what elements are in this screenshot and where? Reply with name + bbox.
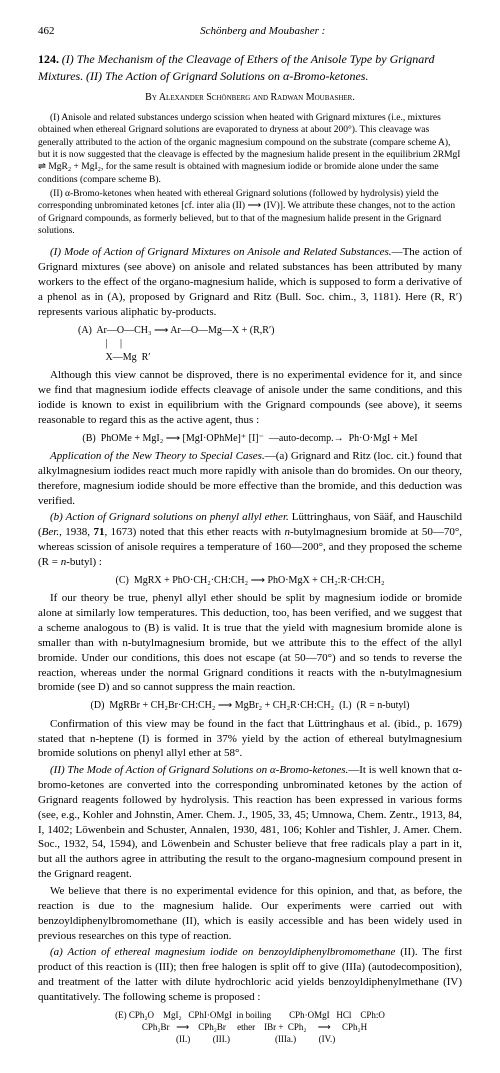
section-2-lead: Application of the New Theory to Special… bbox=[50, 450, 265, 462]
para-after-a: Although this view cannot be disproved, … bbox=[38, 368, 462, 427]
para-a2: (a) Action of ethereal magnesium iodide … bbox=[38, 945, 462, 1004]
para-a2-lead: (a) Action of ethereal magnesium iodide … bbox=[50, 946, 395, 958]
page-header: 462 Schönberg and Moubasher : bbox=[38, 24, 462, 39]
section-1-lead: (I) Mode of Action of Grignard Mixtures … bbox=[50, 246, 392, 258]
abstract-p1: (I) Anisole and related substances under… bbox=[38, 112, 462, 186]
para-confirmation: Confirmation of this view may be found i… bbox=[38, 717, 462, 762]
byline: By Alexander Schönberg and Radwan Moubas… bbox=[38, 91, 462, 105]
scheme-b: (B) PhOMe + MgI₂ ⟶ [MgI·OPhMe]⁺ [I]⁻ —au… bbox=[38, 432, 462, 446]
scheme-e: (E) CPh₂O MgI₂ CPhI·OMgI in boiling CPh·… bbox=[38, 1009, 462, 1045]
section-3-lead: (II) The Mode of Action of Grignard Solu… bbox=[50, 764, 348, 776]
page-number: 462 bbox=[38, 24, 78, 39]
para-b-lead: (b) Action of Grignard solutions on phen… bbox=[50, 511, 289, 523]
running-head: Schönberg and Moubasher : bbox=[81, 24, 445, 39]
article-number: 124. bbox=[38, 52, 59, 66]
title-part-2: (II) The Action of Grignard Solutions on… bbox=[86, 69, 369, 83]
article-title: 124. (I) The Mechanism of the Cleavage o… bbox=[38, 51, 462, 85]
section-2: Application of the New Theory to Special… bbox=[38, 449, 462, 508]
para-after-c: If our theory be true, phenyl allyl ethe… bbox=[38, 591, 462, 695]
scheme-d: (D) MgRBr + CH₂Br·CH:CH₂ ⟶ MgBr₂ + CH₂R·… bbox=[38, 699, 462, 713]
para-believe: We believe that there is no experimental… bbox=[38, 884, 462, 943]
section-3: (II) The Mode of Action of Grignard Solu… bbox=[38, 763, 462, 882]
para-b: (b) Action of Grignard solutions on phen… bbox=[38, 510, 462, 569]
scheme-c: (C) MgRX + PhO·CH₂·CH:CH₂ ⟶ PhO·MgX + CH… bbox=[38, 574, 462, 588]
section-3-rest: —It is well known that α-bromo-ketones a… bbox=[38, 764, 462, 880]
scheme-a: (A) Ar—O—CH₃ ⟶ Ar—O—Mg—X + (R,R′) | | X—… bbox=[38, 324, 462, 365]
abstract: (I) Anisole and related substances under… bbox=[38, 112, 462, 237]
abstract-p2: (II) α-Bromo-ketones when heated with et… bbox=[38, 188, 462, 237]
section-1: (I) Mode of Action of Grignard Mixtures … bbox=[38, 245, 462, 319]
